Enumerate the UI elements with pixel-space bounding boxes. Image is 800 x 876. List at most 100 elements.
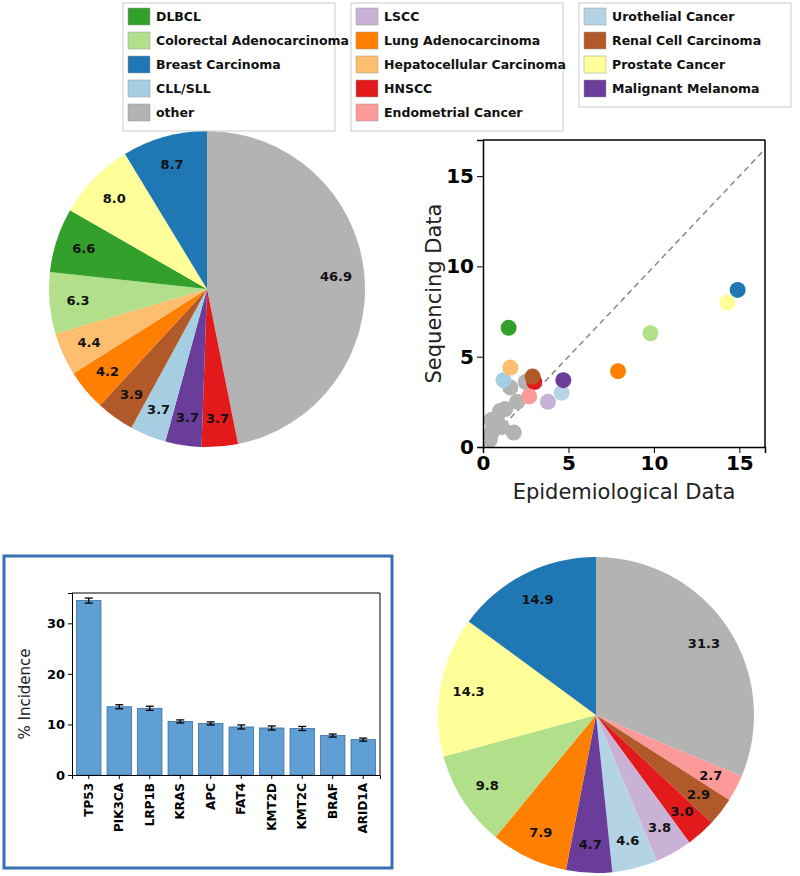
error-cap — [176, 722, 184, 723]
error-bar — [329, 734, 337, 737]
error-cap — [146, 710, 154, 711]
tick-label: 15 — [446, 164, 474, 188]
pie-slice — [125, 131, 207, 289]
bar — [168, 721, 192, 775]
bar — [138, 708, 162, 775]
error-bar — [207, 722, 215, 725]
plot-area — [483, 149, 765, 447]
bar — [260, 728, 284, 775]
slices — [438, 557, 754, 873]
tick-mark — [68, 775, 72, 776]
legend-label: DLBCL — [156, 9, 201, 24]
data-label: 4.2 — [96, 364, 119, 379]
tick-mark — [210, 775, 211, 779]
scatter-point — [610, 363, 626, 379]
legend: DLBCLColorectal AdenocarcinomaBreast Car… — [123, 3, 791, 131]
error-bar — [298, 726, 306, 730]
error-cap — [329, 733, 337, 734]
legend-swatch — [128, 32, 150, 49]
legend-swatch — [356, 80, 378, 97]
tick-label: 20 — [47, 667, 65, 682]
data-label: 3.7 — [147, 402, 170, 417]
tick: 10 — [47, 717, 72, 732]
scatter-point — [501, 320, 517, 336]
scatter-point — [555, 372, 571, 388]
legend-swatch — [128, 56, 150, 73]
tick: 30 — [47, 616, 72, 631]
x-axis-title: Epidemiological Data — [513, 480, 736, 504]
scatter-point — [494, 419, 510, 435]
legend-label: Lung Adenocarcinoma — [384, 33, 540, 48]
tick: KMT2C — [295, 775, 309, 830]
legend-label: Malignant Melanoma — [612, 81, 760, 96]
tick: 15 — [726, 447, 754, 475]
tick-label: 10 — [446, 254, 474, 278]
data-label: 2.7 — [699, 768, 722, 783]
data-label: 8.0 — [103, 191, 126, 206]
bar-chart: TP53PIK3CALRP1BKRASAPCFAT4KMT2DKMT2CBRAF… — [4, 556, 392, 868]
legend-frame — [579, 3, 791, 107]
y-axis: 0102030 — [47, 594, 73, 783]
legend-swatch — [584, 80, 606, 97]
legend-label: CLL/SLL — [156, 81, 211, 96]
data-label: 4.4 — [77, 335, 100, 350]
error-cap — [298, 726, 306, 727]
bar — [290, 728, 314, 775]
error-bar — [237, 725, 245, 729]
tick-label: 10 — [47, 717, 65, 732]
data-label: 46.9 — [320, 269, 352, 284]
y-axis-title: % Incidence — [16, 648, 34, 739]
frame-right — [380, 593, 381, 775]
slices — [49, 131, 365, 447]
pie-slice — [207, 131, 365, 444]
data-label: 9.8 — [476, 778, 499, 793]
tick-label: PIK3CA — [112, 782, 126, 832]
tick: 10 — [446, 254, 483, 278]
tick-label: BRAF — [326, 783, 340, 819]
tick: APC — [204, 775, 218, 810]
tick-label: FAT4 — [234, 783, 248, 815]
frame-top — [483, 139, 765, 141]
legend-swatch — [356, 56, 378, 73]
data-label: 3.7 — [206, 411, 229, 426]
tick-label: 0 — [460, 435, 474, 459]
tick-label: 5 — [460, 345, 474, 369]
error-cap — [298, 730, 306, 731]
legend-swatch — [128, 8, 150, 25]
error-cap — [207, 724, 215, 725]
error-bar — [359, 738, 367, 741]
x-axis: TP53PIK3CALRP1BKRASAPCFAT4KMT2DKMT2CBRAF… — [73, 775, 381, 834]
tick-mark — [363, 775, 364, 779]
tick: FAT4 — [234, 775, 248, 815]
error-cap — [359, 737, 367, 738]
legend-label: Endometrial Cancer — [384, 105, 523, 120]
pie-chart: 46.93.73.73.73.94.24.46.36.68.08.7 — [49, 131, 365, 447]
tick-mark — [302, 775, 303, 779]
tick-label: TP53 — [82, 783, 96, 817]
legend-label: Urothelial Cancer — [612, 9, 735, 24]
y-axis: 0 5 10 15 — [446, 141, 483, 459]
legend-label: LSCC — [384, 9, 419, 24]
axis-line — [484, 448, 766, 454]
tick: BRAF — [326, 775, 340, 819]
legend-label: other — [156, 105, 195, 120]
tick: TP53 — [82, 775, 96, 817]
tick-mark — [149, 775, 150, 779]
scatter-point — [521, 388, 537, 404]
scatter-point — [719, 295, 735, 311]
legend-swatch — [356, 104, 378, 121]
tick-label: LRP1B — [143, 783, 157, 826]
tick: KRAS — [173, 775, 187, 819]
tick-mark — [241, 775, 242, 779]
data-label: 2.9 — [687, 787, 710, 802]
error-bar — [115, 705, 123, 709]
error-cap — [85, 602, 93, 603]
data-label: 14.9 — [521, 592, 553, 607]
axis-line — [73, 776, 381, 780]
frame-top — [72, 593, 380, 594]
tick-label: 15 — [726, 451, 754, 475]
error-cap — [85, 597, 93, 598]
error-line — [88, 598, 89, 603]
error-bar — [85, 598, 93, 603]
data-label: 3.0 — [671, 804, 694, 819]
